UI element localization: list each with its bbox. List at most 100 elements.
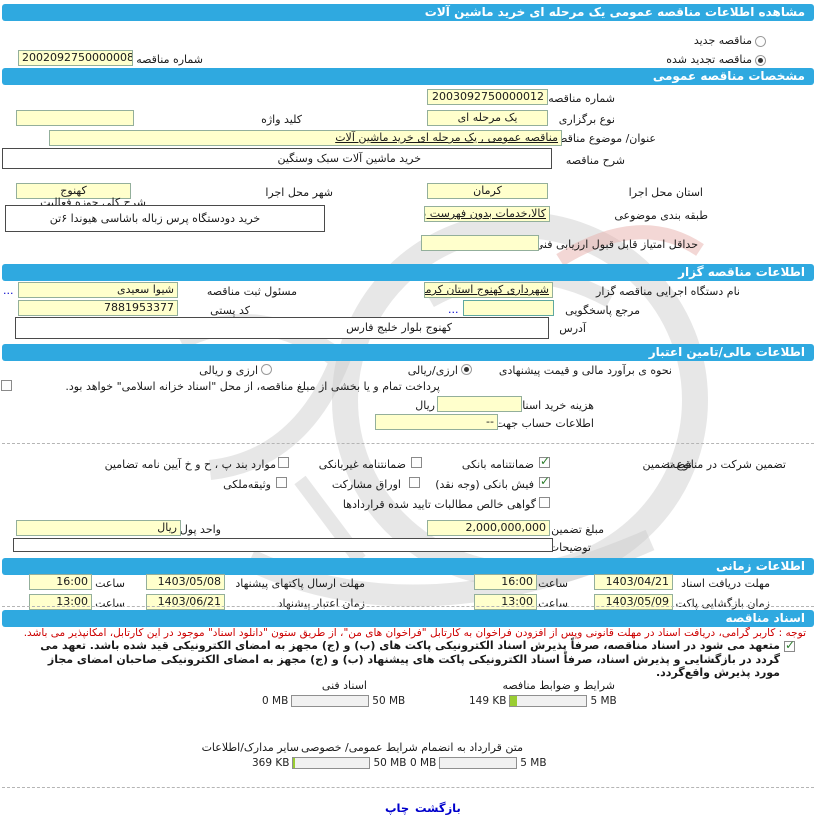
registrar-more-link[interactable]: ... <box>3 284 14 297</box>
min-score-label: حداقل امتیاز قابل قبول ارزیابی فنی/ بازر… <box>489 238 698 251</box>
ref-field[interactable] <box>463 300 554 316</box>
print-link[interactable]: چاپ <box>385 801 410 815</box>
new-tender-radio[interactable] <box>755 36 766 47</box>
treasury-note-label: پرداخت تمام و یا بخشی از مبلغ مناقصه، از… <box>65 380 440 393</box>
activity-scope-field[interactable]: خرید دودستگاه پرس زباله باشاسی هیوندا ۶ت… <box>5 205 325 232</box>
province-field[interactable]: کرمان <box>427 183 548 199</box>
doc-receive-deadline-date[interactable]: 1403/04/21 <box>594 574 673 590</box>
doc-fee-field[interactable] <box>437 396 522 412</box>
other-docs-upload-label: سایر مدارک/اطلاعات <box>201 741 299 754</box>
other-docs-upload-max: 5 MB <box>520 757 547 769</box>
treasury-checkbox[interactable] <box>1 380 12 391</box>
section-timing-bar: اطلاعات زمانی <box>2 558 814 575</box>
esign-commitment-text: متعهد می شود در اسناد مناقصه، صرفاً پذیر… <box>40 639 780 679</box>
desc-label: شرح مناقصه <box>565 154 625 167</box>
postal-label: کد پستی <box>210 304 250 317</box>
category-label: طبقه بندی موضوعی <box>614 209 708 222</box>
back-link[interactable]: بازگشت <box>415 801 461 815</box>
envelope-opening-time[interactable]: 13:00 <box>474 594 537 610</box>
currency-field[interactable]: ریال <box>16 520 181 536</box>
guarantee-bank-checkbox[interactable] <box>539 454 550 468</box>
prev-tender-no-label: شماره مناقصه قبلی <box>111 53 203 66</box>
progress-track <box>292 757 371 769</box>
hour-label: ساعت <box>95 577 125 590</box>
renewed-tender-radio[interactable] <box>755 55 766 66</box>
estimate-both-radio[interactable] <box>261 364 272 375</box>
offer-validity-label: زمان اعتبار پیشنهاد <box>277 597 365 610</box>
envelope-opening-date[interactable]: 1403/05/09 <box>594 594 673 610</box>
offer-validity-date[interactable]: 1403/06/21 <box>146 594 225 610</box>
documents-notice: توجه : کاربر گرامی، دریافت اسناد در مهلت… <box>23 627 806 639</box>
org-field[interactable]: شهرداری کهنوج استان کرمان <box>424 282 553 298</box>
guarantee-bylaw-label: موارد بند پ ، ح و خ آیین نامه تضامین <box>104 458 276 471</box>
doc-receive-deadline-label: مهلت دریافت اسناد <box>681 577 770 590</box>
estimate-method-label: نحوه ی برآورد مالی و قیمت پیشنهادی <box>498 364 672 377</box>
account-info-field[interactable]: -- <box>375 414 498 430</box>
renewed-tender-label: مناقصه تجدید شده <box>666 53 752 66</box>
guarantee-bylaw-checkbox[interactable] <box>278 457 289 468</box>
currency-label: واحد پول <box>179 523 221 536</box>
province-label: استان محل اجرا <box>628 186 703 199</box>
guarantee-nonbank-label: ضمانتنامه غیربانکی <box>318 458 406 471</box>
category-field[interactable]: کالا،خدمات بدون فهرست بها <box>424 206 550 222</box>
min-score-field[interactable] <box>421 235 539 251</box>
doc-receive-deadline-time[interactable]: 16:00 <box>474 574 537 590</box>
section-specs-bar: مشخصات مناقصه عمومی <box>2 68 814 85</box>
keyword-label: کلید واژه <box>261 113 302 126</box>
offer-validity-time[interactable]: 13:00 <box>29 594 92 610</box>
guarantee-amount-label: مبلغ تضمین <box>551 523 604 536</box>
guarantee-amount-field[interactable]: 2,000,000,000 <box>427 520 550 536</box>
new-tender-label: مناقصه جدید <box>693 34 752 47</box>
terms-upload-current: 149 KB <box>469 695 507 707</box>
keyword-field[interactable] <box>16 110 134 126</box>
guarantee-bankslip-checkbox[interactable] <box>539 474 550 488</box>
registrar-field[interactable]: شیوا سعیدی <box>18 282 178 298</box>
progress-track <box>439 757 518 769</box>
doc-fee-unit-label: ریال <box>415 399 435 412</box>
hour-label: ساعت <box>538 597 568 610</box>
section-specs-title: مشخصات مناقصه عمومی <box>652 69 805 83</box>
guarantee-bonds-label: اوراق مشارکت <box>331 478 401 491</box>
doc-fee-label: هزینه خرید اسناد <box>517 399 594 412</box>
guarantee-claims-checkbox[interactable] <box>539 497 550 508</box>
esign-commitment-checkbox[interactable] <box>784 638 795 652</box>
envelope-submit-deadline-date[interactable]: 1403/05/08 <box>146 574 225 590</box>
city-field[interactable]: کهنوج <box>16 183 131 199</box>
ref-label: مرجع پاسخگویی <box>565 304 640 317</box>
terms-upload-progress: 149 KB 5 MB <box>469 695 617 707</box>
contract-text-upload-label: متن قرارداد به انضمام شرایط عمومی/ خصوصی <box>301 741 523 754</box>
postal-field[interactable]: 7881953377 <box>18 300 178 316</box>
terms-upload-max: 5 MB <box>590 695 617 707</box>
tender-no-field[interactable]: 2003092750000012 <box>427 89 548 105</box>
notes-label: توضیحات <box>548 541 591 554</box>
estimate-rial-radio[interactable] <box>461 364 472 375</box>
estimate-rial-label: ارزی/ریالی <box>407 364 458 377</box>
city-label: شهر محل اجرا <box>265 186 333 199</box>
technical-docs-upload-current: 0 MB <box>262 695 289 707</box>
envelope-submit-deadline-time[interactable]: 16:00 <box>29 574 92 590</box>
guarantee-bonds-checkbox[interactable] <box>409 477 420 488</box>
guarantee-property-checkbox[interactable] <box>276 477 287 488</box>
page-title: مشاهده اطلاعات مناقصه عمومی یک مرحله ای … <box>424 5 805 19</box>
section-agency-bar: اطلاعات مناقصه گزار <box>2 264 814 281</box>
prev-tender-no-field[interactable]: 2002092750000008 <box>18 50 133 66</box>
guarantee-nonbank-checkbox[interactable] <box>411 457 422 468</box>
desc-field[interactable]: خرید ماشین آلات سبک وسنگین <box>2 148 552 169</box>
section-financial-bar: اطلاعات مالی/تامین اعتبار <box>2 344 814 361</box>
guarantee-bank-label: ضمانتنامه بانکی <box>461 458 534 471</box>
guarantee-title: تضمین شرکت در مناقصه: <box>666 458 786 471</box>
guarantee-bankslip-label: فیش بانکی (وجه نقد) <box>435 478 534 491</box>
section-documents-title: اسناد مناقصه <box>725 611 805 625</box>
estimate-both-label: ارزی و ریالی <box>199 364 258 377</box>
subject-field[interactable]: مناقصه عمومی , یک مرحله ای خرید ماشین آل… <box>49 130 562 146</box>
section-agency-title: اطلاعات مناقصه گزار <box>678 265 805 279</box>
ref-more-link[interactable]: ... <box>448 303 459 316</box>
address-field[interactable]: کهنوج بلوار خلیج فارس <box>15 317 549 339</box>
guarantee-type-label: نوع تضمین <box>642 458 692 471</box>
notes-field[interactable] <box>13 538 553 552</box>
section-financial-title: اطلاعات مالی/تامین اعتبار <box>648 345 805 359</box>
holding-type-field[interactable]: یک مرحله ای <box>427 110 548 126</box>
section-documents-bar: اسناد مناقصه <box>2 610 814 627</box>
envelope-submit-deadline-label: مهلت ارسال پاکتهای پیشنهاد <box>235 577 365 590</box>
